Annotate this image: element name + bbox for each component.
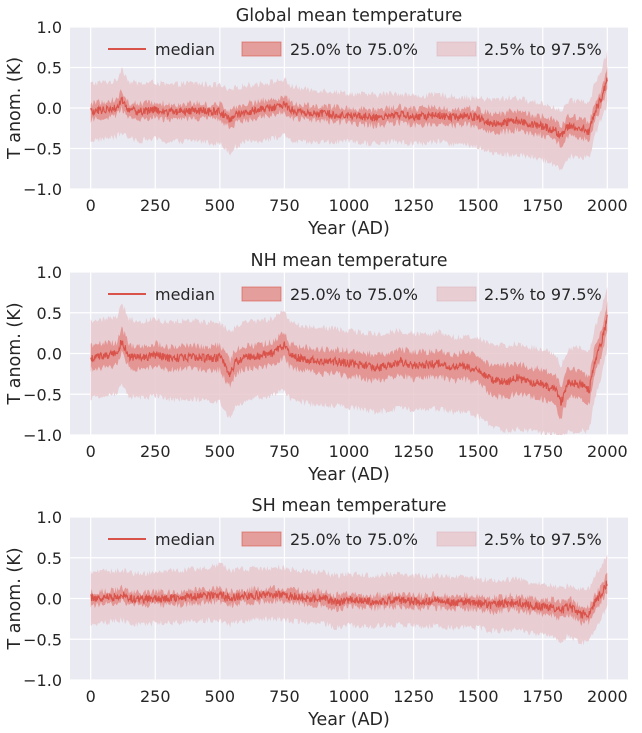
y-tick-label: −1.0 [23, 671, 62, 690]
x-tick-label: 1750 [522, 442, 563, 461]
y-tick-label: −0.5 [23, 140, 62, 159]
median-line [90, 314, 608, 406]
y-tick-label: 0.0 [37, 345, 62, 364]
x-tick-label: 250 [140, 687, 171, 706]
x-tick-label: 1750 [522, 687, 563, 706]
x-tick-label: 2000 [587, 442, 628, 461]
x-tick-label: 1250 [393, 442, 434, 461]
chart-title: Global mean temperature [236, 6, 463, 26]
y-tick-label: −1.0 [23, 426, 62, 445]
panel-1: 0 250 500 750 1000 1250 1500 1750 2000 −1.0 −0.5 0.… [5, 6, 628, 239]
y-tick-label: 1.0 [37, 18, 62, 37]
x-tick-label: 0 [86, 196, 96, 215]
x-tick-label: 500 [205, 196, 236, 215]
legend-95-swatch [436, 41, 477, 57]
legend-iqr-label: 25.0% to 75.0% [290, 285, 418, 304]
legend-iqr-label: 25.0% to 75.0% [290, 40, 418, 59]
band-25-75 [90, 67, 608, 148]
x-tick-label: 1250 [393, 687, 434, 706]
x-tick-label: 2000 [587, 196, 628, 215]
x-tick-label: 750 [269, 687, 300, 706]
legend-median-label: median [155, 530, 215, 549]
panel-2: 0 250 500 750 1000 1250 1500 1750 2000 −1.0 −0.5 0.… [5, 251, 628, 485]
y-tick-label: −0.5 [23, 630, 62, 649]
y-axis-label: T anom. (K) [5, 57, 25, 160]
y-axis-label: T anom. (K) [5, 547, 25, 650]
x-tick-label: 750 [269, 442, 300, 461]
panel-3: 0 250 500 750 1000 1250 1500 1750 2000 −1.0 −0.5 0.… [5, 496, 628, 730]
x-tick-label: 1000 [329, 196, 370, 215]
legend-95-label: 2.5% to 97.5% [484, 40, 602, 59]
legend-iqr-swatch [241, 286, 282, 302]
legend: median 25.0% to 75.0% 2.5% to 97.5% [108, 285, 602, 304]
y-tick-label: 0.5 [37, 59, 62, 78]
data-layer [90, 49, 608, 171]
legend: median 25.0% to 75.0% 2.5% to 97.5% [108, 40, 602, 59]
y-tick-label: 0.0 [37, 99, 62, 118]
x-tick-label: 0 [86, 442, 96, 461]
x-tick-label: 1000 [329, 687, 370, 706]
legend-95-label: 2.5% to 97.5% [484, 285, 602, 304]
x-tick-label: 500 [205, 687, 236, 706]
x-tick-label: 1000 [329, 442, 370, 461]
legend-iqr-swatch [241, 41, 282, 57]
legend-iqr-label: 25.0% to 75.0% [290, 530, 418, 549]
chart-title: SH mean temperature [251, 496, 446, 516]
x-tick-label: 1500 [458, 442, 499, 461]
y-tick-label: 0.5 [37, 304, 62, 323]
x-tick-label: 1500 [458, 196, 499, 215]
legend: median 25.0% to 75.0% 2.5% to 97.5% [108, 530, 602, 549]
legend-95-label: 2.5% to 97.5% [484, 530, 602, 549]
median-line [90, 580, 608, 619]
band-25-75 [90, 300, 608, 420]
x-axis-label: Year (AD) [307, 465, 390, 485]
x-tick-label: 1750 [522, 196, 563, 215]
chart-title: NH mean temperature [250, 251, 447, 271]
legend-median-label: median [155, 40, 215, 59]
y-tick-label: 0.5 [37, 549, 62, 568]
y-tick-label: 0.0 [37, 590, 62, 609]
data-layer [90, 287, 608, 435]
x-tick-label: 2000 [587, 687, 628, 706]
x-tick-label: 250 [140, 442, 171, 461]
legend-iqr-swatch [241, 531, 282, 547]
x-tick-label: 0 [86, 687, 96, 706]
legend-95-swatch [436, 531, 477, 547]
x-axis-label: Year (AD) [307, 219, 390, 239]
median-line [90, 77, 608, 139]
x-tick-label: 750 [269, 196, 300, 215]
x-tick-label: 1250 [393, 196, 434, 215]
y-tick-label: −0.5 [23, 385, 62, 404]
y-axis-label: T anom. (K) [5, 302, 25, 405]
y-tick-label: 1.0 [37, 508, 62, 527]
x-tick-label: 500 [205, 442, 236, 461]
legend-95-swatch [436, 286, 477, 302]
data-layer [90, 554, 608, 646]
y-tick-label: 1.0 [37, 263, 62, 282]
y-tick-label: −1.0 [23, 180, 62, 199]
x-tick-label: 250 [140, 196, 171, 215]
legend-median-label: median [155, 285, 215, 304]
x-tick-label: 1500 [458, 687, 499, 706]
x-axis-label: Year (AD) [307, 710, 390, 730]
